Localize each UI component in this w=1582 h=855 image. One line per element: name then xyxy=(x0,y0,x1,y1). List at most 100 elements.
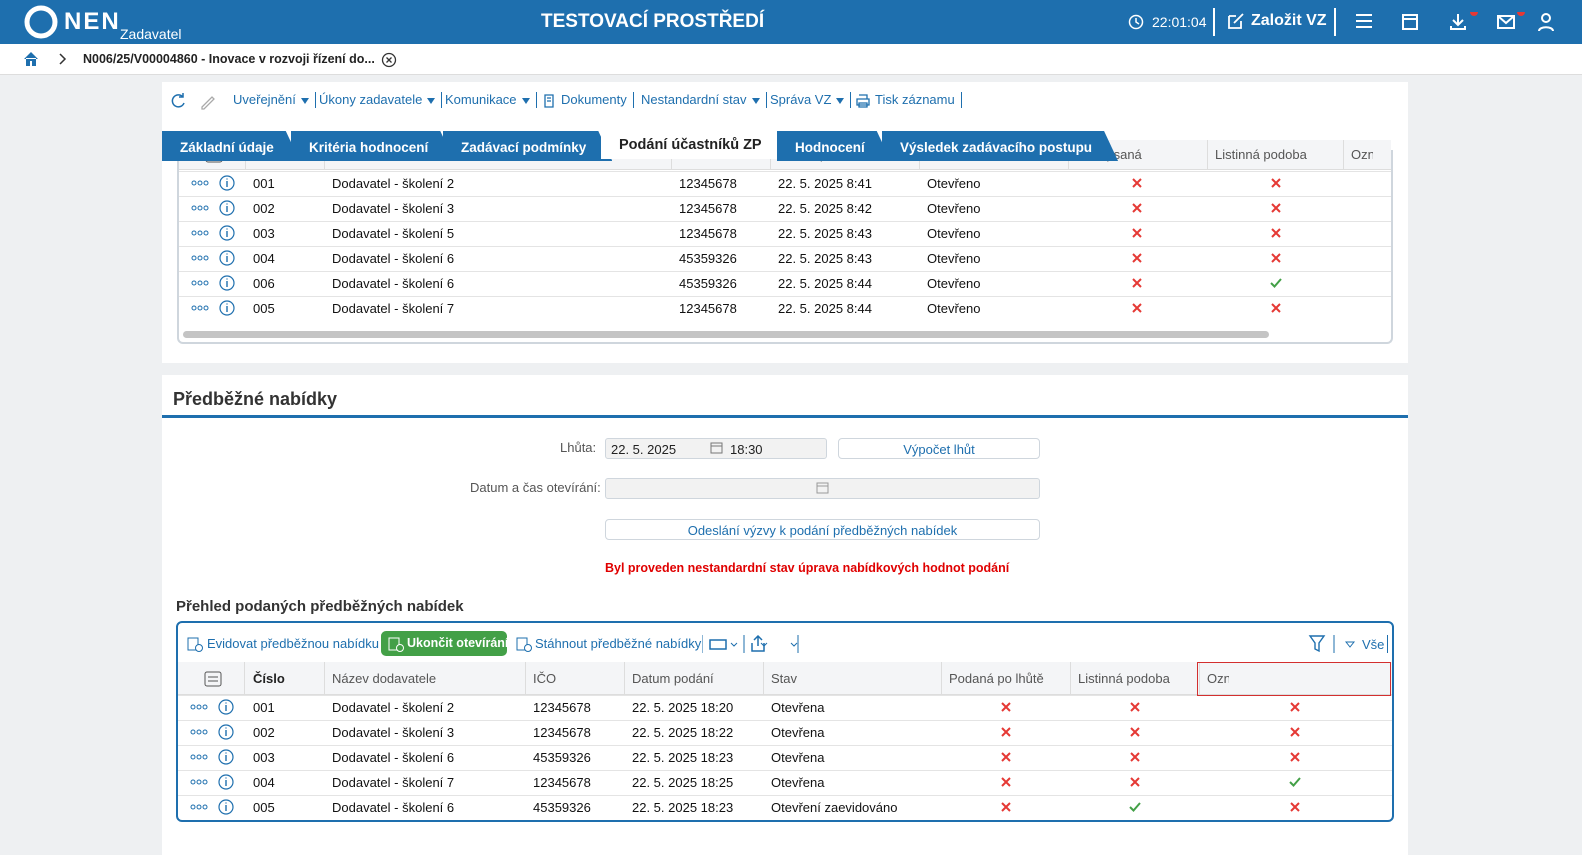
cross-icon xyxy=(1001,752,1011,762)
column-header: Listinná podoba xyxy=(1215,147,1307,162)
row-actions[interactable] xyxy=(190,798,236,816)
column-header: Název dodavatele xyxy=(332,670,437,686)
cell: 12345678 xyxy=(533,775,591,790)
tab[interactable]: Zadávací podmínky xyxy=(443,131,612,161)
cell: Otevřeno xyxy=(927,251,981,266)
row-actions[interactable] xyxy=(190,698,236,716)
cell: Dodavatel - školení 7 xyxy=(332,775,455,790)
row-divider xyxy=(178,770,1392,771)
action[interactable]: Ukončit otevírání xyxy=(407,636,509,650)
logo-icon xyxy=(24,5,58,39)
cell: Dodavatel - školení 2 xyxy=(332,176,455,191)
cross-icon xyxy=(1290,727,1300,737)
toolbar-item[interactable]: Dokumenty xyxy=(561,92,627,107)
cell: 006 xyxy=(253,276,275,291)
divider xyxy=(1334,8,1336,36)
cell: Otevřeno xyxy=(927,176,981,191)
action-icons[interactable] xyxy=(702,633,802,655)
row-actions[interactable] xyxy=(191,224,237,242)
check-icon xyxy=(1129,802,1141,812)
home-icon[interactable] xyxy=(22,50,40,68)
row-actions[interactable] xyxy=(191,274,237,292)
row-divider xyxy=(178,720,1392,721)
tab-active[interactable]: Podání účastníků ZP xyxy=(601,129,788,159)
column-divider xyxy=(1070,662,1071,695)
cross-icon xyxy=(1132,178,1142,188)
separator xyxy=(633,92,634,108)
separator xyxy=(850,92,851,108)
tab[interactable]: Hodnocení xyxy=(777,131,891,161)
cell: 45359326 xyxy=(533,750,591,765)
row-actions[interactable] xyxy=(191,199,237,217)
close-icon[interactable] xyxy=(381,52,397,68)
cell: Otevřeno xyxy=(927,201,981,216)
column-divider xyxy=(941,662,942,695)
cell: 002 xyxy=(253,201,275,216)
role: Zadavatel xyxy=(120,26,182,42)
warning: Byl proveden nestandardní stav úprava na… xyxy=(605,561,1010,575)
cell: 004 xyxy=(253,251,275,266)
row-divider xyxy=(179,246,1391,247)
toolbar-icons[interactable] xyxy=(170,92,216,110)
scrollbar[interactable] xyxy=(183,331,1269,338)
cell: 22. 5. 2025 8:43 xyxy=(778,251,872,266)
row-divider xyxy=(179,296,1391,297)
cell: 22. 5. 2025 8:41 xyxy=(778,176,872,191)
calc-button[interactable]: Výpočet lhůt xyxy=(838,438,1040,459)
tab[interactable]: Základní údaje xyxy=(162,131,300,161)
cell: 12345678 xyxy=(679,301,737,316)
cell: 22. 5. 2025 8:43 xyxy=(778,226,872,241)
cell: 12345678 xyxy=(533,725,591,740)
column-divider xyxy=(244,662,245,695)
action[interactable]: Stáhnout předběžné nabídky xyxy=(535,636,702,651)
logo: NEN xyxy=(64,8,121,35)
row-actions[interactable] xyxy=(190,773,236,791)
create-button[interactable]: Založit VZ xyxy=(1251,12,1327,29)
action[interactable]: Evidovat předběžnou nabídku xyxy=(207,636,380,651)
cell: Otevření zaevidováno xyxy=(771,800,898,815)
column-header: Podaná po lhůtě xyxy=(949,670,1044,686)
cell: 004 xyxy=(253,775,275,790)
toolbar-item[interactable]: Nestandardní stav xyxy=(641,92,760,107)
cell: Dodavatel - školení 3 xyxy=(332,725,455,740)
column-settings[interactable] xyxy=(204,670,222,688)
toolbar-item[interactable]: Komunikace xyxy=(445,92,530,107)
filter-icons[interactable] xyxy=(1308,634,1368,654)
deadline-input[interactable] xyxy=(605,438,827,459)
end-opening-button[interactable] xyxy=(381,631,507,656)
cell: 001 xyxy=(253,700,275,715)
cell: Otevřena xyxy=(771,750,825,765)
cell: 22. 5. 2025 18:23 xyxy=(632,800,734,815)
row-divider xyxy=(179,196,1391,197)
toolbar-item[interactable]: Úkony zadavatele xyxy=(319,92,436,107)
tab[interactable]: Kritéria hodnocení xyxy=(291,131,454,161)
cross-icon xyxy=(1130,752,1140,762)
row-actions[interactable] xyxy=(191,249,237,267)
breadcrumb-bar: N006/25/V00004860 - Inovace v rozvoji ří… xyxy=(0,44,1582,75)
toolbar-item[interactable]: Správa VZ xyxy=(770,92,845,107)
column-header: Listinná podoba xyxy=(1078,670,1170,686)
calendar-icon[interactable] xyxy=(710,441,723,454)
action-icon xyxy=(187,637,203,652)
send-button[interactable]: Odeslání výzvy k podání předběžných nabí… xyxy=(605,519,1040,540)
cell: 22. 5. 2025 8:44 xyxy=(778,276,872,291)
toolbar-item[interactable]: Tisk záznamu xyxy=(875,92,955,107)
check-icon xyxy=(1289,777,1301,787)
cell: 45359326 xyxy=(679,251,737,266)
toolbar-item[interactable]: Uveřejnění xyxy=(233,92,309,107)
filter-all[interactable]: Vše xyxy=(1362,637,1385,652)
header-icons[interactable] xyxy=(1354,12,1554,34)
section-title: Předběžné nabídky xyxy=(173,389,338,409)
cross-icon xyxy=(1132,253,1142,263)
row-actions[interactable] xyxy=(190,723,236,741)
tab[interactable]: Výsledek zadávacího postupu xyxy=(882,131,1118,161)
cell: 22. 5. 2025 18:23 xyxy=(632,750,734,765)
cell: 12345678 xyxy=(679,201,737,216)
cross-icon xyxy=(1271,228,1281,238)
row-divider xyxy=(179,221,1391,222)
row-actions[interactable] xyxy=(191,299,237,317)
row-actions[interactable] xyxy=(190,748,236,766)
row-actions[interactable] xyxy=(191,174,237,192)
column-divider xyxy=(763,662,764,695)
